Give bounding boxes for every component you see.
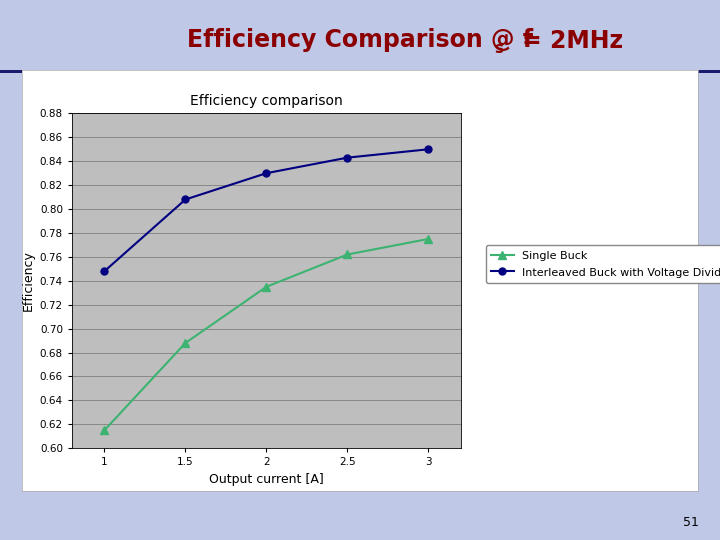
Interleaved Buck with Voltage Divider: [262, 170, 271, 177]
Text: 51: 51: [683, 516, 698, 529]
Single Buck: [343, 251, 351, 258]
Text: s: s: [495, 41, 503, 56]
Text: = 2MHz: = 2MHz: [522, 29, 623, 52]
Legend: Single Buck, Interleaved Buck with Voltage Divider: Single Buck, Interleaved Buck with Volta…: [486, 245, 720, 283]
Line: Interleaved Buck with Voltage Divider: Interleaved Buck with Voltage Divider: [101, 146, 432, 275]
Interleaved Buck with Voltage Divider: [343, 154, 351, 161]
X-axis label: Output current [A]: Output current [A]: [209, 473, 324, 486]
Line: Single Buck: Single Buck: [100, 235, 433, 435]
Title: Efficiency comparison: Efficiency comparison: [190, 94, 343, 108]
Interleaved Buck with Voltage Divider: [424, 146, 433, 152]
Text: Efficiency Comparison @ f: Efficiency Comparison @ f: [187, 29, 533, 52]
Interleaved Buck with Voltage Divider: [100, 268, 109, 274]
Single Buck: [100, 427, 109, 434]
Single Buck: [181, 340, 190, 346]
Single Buck: [424, 235, 433, 242]
Single Buck: [262, 284, 271, 290]
Interleaved Buck with Voltage Divider: [181, 196, 190, 202]
Y-axis label: Efficiency: Efficiency: [22, 251, 35, 311]
